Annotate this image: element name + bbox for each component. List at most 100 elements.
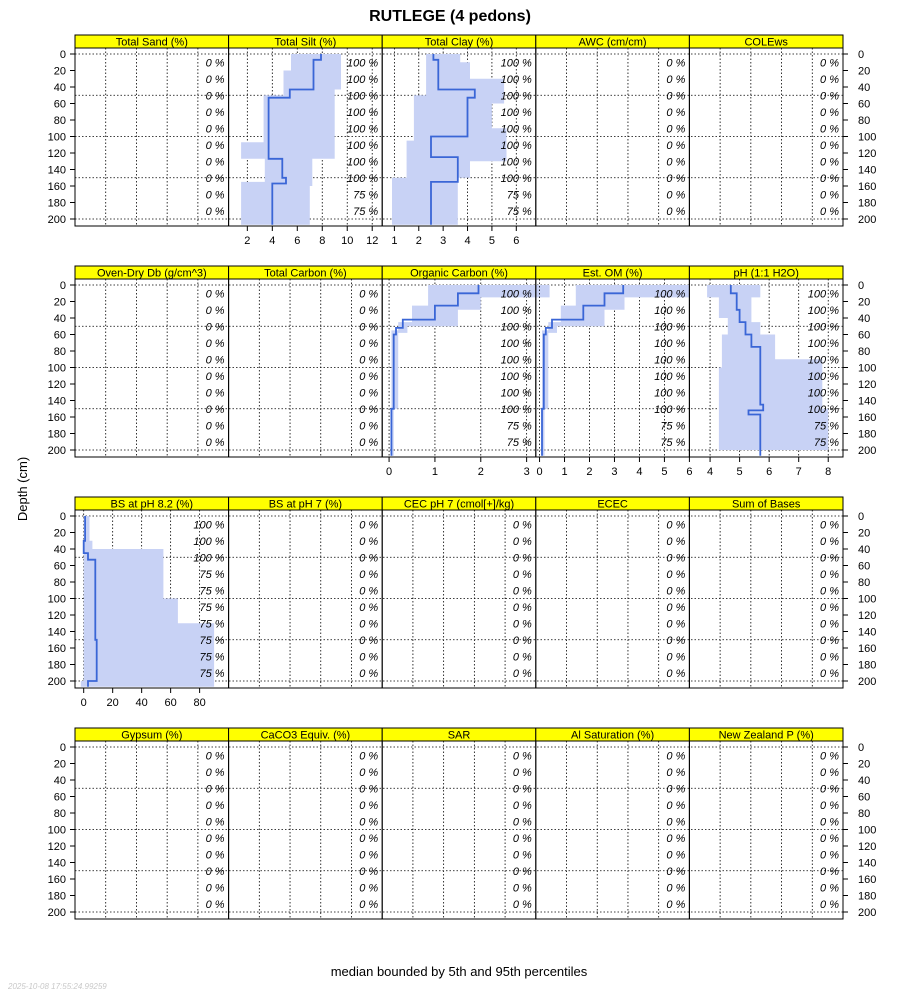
pct-label: 0 % (820, 816, 839, 828)
pct-label: 0 % (820, 635, 839, 647)
pct-label: 0 % (206, 750, 225, 762)
pct-label: 0 % (666, 833, 685, 845)
pct-label: 0 % (666, 800, 685, 812)
panel-est-om: 100 % 100 % 100 % 100 % 100 % 100 % 100 % 100 %… (535, 265, 692, 478)
x-tick-label: 2 (586, 466, 592, 478)
pct-label: 0 % (820, 882, 839, 894)
y-tick-label-right: 200 (858, 214, 876, 226)
pct-label: 100 % (501, 90, 532, 102)
y-tick-label: 40 (54, 544, 66, 556)
y-tick-label-right: 80 (858, 115, 870, 127)
y-tick-label: 100 (48, 594, 66, 606)
pct-label: 75 % (200, 618, 225, 630)
y-tick-label-right: 140 (858, 858, 876, 870)
pct-label: 100 % (501, 107, 532, 119)
pct-label: 0 % (206, 420, 225, 432)
y-tick-label: 120 (48, 841, 66, 853)
panel-ecec: 0 % 0 % 0 % 0 % 0 % 0 % 0 % 0 % 0 % 0 % ECEC (535, 496, 690, 689)
pct-label: 0 % (206, 189, 225, 201)
y-tick-label: 0 (60, 511, 66, 523)
panel-sum-of-bases: 0 % 0 % 0 % 0 % 0 % 0 % 0 % 0 % 0 % 0 % Sum of Bas… (688, 496, 844, 689)
pct-label: 0 % (666, 602, 685, 614)
pct-label: 0 % (666, 668, 685, 680)
pct-label: 0 % (359, 651, 378, 663)
pct-label: 0 % (206, 140, 225, 152)
pct-label: 0 % (513, 800, 532, 812)
y-tick-label-right: 120 (858, 148, 876, 160)
pct-label: 0 % (666, 651, 685, 663)
x-tick-label: 8 (825, 466, 831, 478)
y-tick-label: 0 (60, 742, 66, 754)
pct-label: 0 % (666, 173, 685, 185)
pct-label: 100 % (501, 387, 532, 399)
y-tick-label-right: 80 (858, 577, 870, 589)
y-tick-label: 140 (48, 627, 66, 639)
x-tick-label: 3 (440, 235, 446, 247)
pct-label: 100 % (808, 305, 839, 317)
pct-label: 100 % (808, 321, 839, 333)
pct-label: 0 % (359, 899, 378, 911)
x-tick-label: 5 (737, 466, 743, 478)
y-tick-label-right: 180 (858, 891, 876, 903)
pct-label: 0 % (820, 833, 839, 845)
pct-label: 0 % (513, 750, 532, 762)
pct-label: 0 % (666, 635, 685, 647)
panel-grid: 0 % 0 % 0 % 0 % 0 % 0 % 0 % 0 % 0 % 0 % Total Sand… (48, 34, 876, 920)
pct-label: 100 % (501, 123, 532, 135)
pct-label: 0 % (513, 767, 532, 779)
pct-label: 0 % (359, 321, 378, 333)
pct-label: 0 % (206, 173, 225, 185)
pct-label: 0 % (359, 420, 378, 432)
pct-label: 0 % (820, 107, 839, 119)
pct-label: 0 % (513, 783, 532, 795)
pct-label: 100 % (501, 321, 532, 333)
pct-label: 100 % (501, 140, 532, 152)
pct-label: 0 % (666, 767, 685, 779)
panel-title: BS at pH 8.2 (%) (111, 499, 194, 511)
pct-label: 0 % (206, 866, 225, 878)
median-line (82, 516, 98, 687)
pct-label: 0 % (206, 404, 225, 416)
pct-label: 0 % (206, 288, 225, 300)
pct-label: 0 % (820, 585, 839, 597)
panel-sar: 0 % 0 % 0 % 0 % 0 % 0 % 0 % 0 % 0 % 0 % SAR (381, 727, 537, 920)
panel-colews: 0 % 0 % 0 % 0 % 0 % 0 % 0 % 0 % 0 % 0 % COLEws (688, 34, 844, 227)
y-tick-label-right: 160 (858, 643, 876, 655)
pct-label: 0 % (820, 536, 839, 548)
y-tick-label: 120 (48, 148, 66, 160)
x-tick-label: 80 (193, 697, 205, 709)
pct-label: 0 % (820, 783, 839, 795)
x-tick-label: 3 (611, 466, 617, 478)
pct-label: 0 % (820, 74, 839, 86)
x-tick-label: 4 (636, 466, 642, 478)
y-tick-label-right: 60 (858, 792, 870, 804)
panel-title: Oven-Dry Db (g/cm^3) (97, 268, 207, 280)
pct-label: 0 % (359, 437, 378, 449)
pct-label: 100 % (347, 123, 378, 135)
panel-title: Est. OM (%) (583, 268, 643, 280)
pct-label: 0 % (666, 552, 685, 564)
pct-label: 100 % (501, 338, 532, 350)
pct-label: 0 % (820, 569, 839, 581)
pct-label: 0 % (513, 816, 532, 828)
pct-label: 100 % (193, 536, 224, 548)
x-tick-label: 1 (432, 466, 438, 478)
pct-label: 0 % (359, 849, 378, 861)
panel-title: AWC (cm/cm) (579, 37, 647, 49)
pct-label: 0 % (206, 899, 225, 911)
pct-label: 100 % (347, 107, 378, 119)
pct-label: 100 % (501, 354, 532, 366)
pct-label: 0 % (206, 783, 225, 795)
pct-label: 0 % (206, 816, 225, 828)
pct-label: 0 % (666, 123, 685, 135)
pct-label: 100 % (808, 354, 839, 366)
pct-label: 0 % (206, 371, 225, 383)
pct-label: 75 % (814, 437, 839, 449)
panel-total-silt: 100 % 100 % 100 % 100 % 100 % 100 % 100 % 100 %… (228, 34, 383, 247)
y-tick-label: 140 (48, 396, 66, 408)
x-tick-label: 6 (513, 235, 519, 247)
pct-label: 0 % (206, 123, 225, 135)
pct-label: 0 % (666, 107, 685, 119)
panel-total-clay: 100 % 100 % 100 % 100 % 100 % 100 % 100 % 100 %… (381, 34, 537, 247)
pct-label: 0 % (359, 866, 378, 878)
